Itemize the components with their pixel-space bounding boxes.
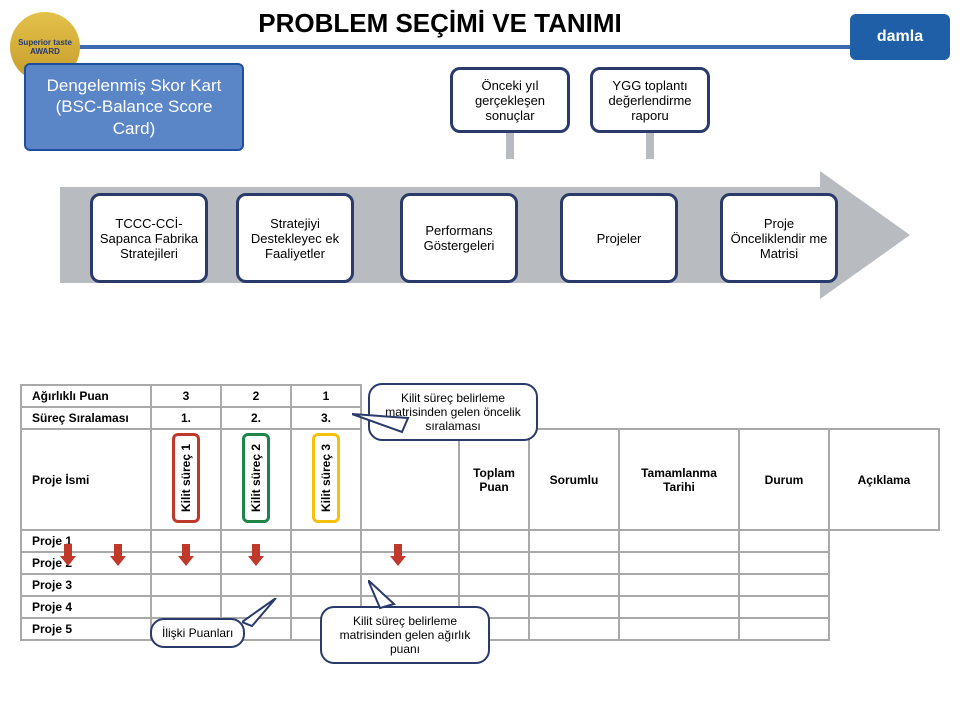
bsc-card: Dengelenmiş Skor Kart (BSC-Balance Score… [24, 63, 244, 151]
row-inputs: Dengelenmiş Skor Kart (BSC-Balance Score… [0, 63, 960, 153]
callout-relation-scores: İlişki Puanları [150, 618, 245, 648]
brand-logo: damla [850, 14, 950, 60]
order-cell: 1. [151, 407, 221, 429]
process-node-1: TCCC-CCİ-Sapanca Fabrika Stratejileri [90, 193, 208, 283]
weight-cell: 1 [291, 385, 361, 407]
proc-col-2: Kilit süreç 2 [242, 433, 270, 523]
process-node-5: Proje Önceliklendir me Matrisi [720, 193, 838, 283]
order-cell: 2. [221, 407, 291, 429]
project-cell: Proje 2 [21, 552, 151, 574]
red-arrow-icon [178, 544, 194, 566]
process-node-4: Projeler [560, 193, 678, 283]
connector [646, 133, 654, 159]
red-arrow-icon [390, 544, 406, 566]
callout-tail [242, 598, 282, 628]
col-owner: Sorumlu [529, 429, 619, 530]
row-process: TCCC-CCİ-Sapanca Fabrika Stratejileri St… [0, 159, 960, 319]
project-cell: Proje 4 [21, 596, 151, 618]
process-node-2: Stratejiyi Destekleyec ek Faaliyetler [236, 193, 354, 283]
input-node-ygg-report: YGG toplantı değerlendirme raporu [590, 67, 710, 133]
table-row: Proje 1 [21, 530, 939, 552]
project-name-header: Proje İsmi [21, 429, 151, 530]
col-due: Tamamlanma Tarihi [619, 429, 739, 530]
page-title: PROBLEM SEÇİMİ VE TANIMI [0, 8, 960, 39]
order-label: Süreç Sıralaması [21, 407, 151, 429]
weight-cell: 3 [151, 385, 221, 407]
callout-tail [352, 410, 412, 440]
project-cell: Proje 5 [21, 618, 151, 640]
callout-tail [368, 580, 398, 610]
proc-col-1: Kilit süreç 1 [172, 433, 200, 523]
red-arrow-icon [248, 544, 264, 566]
priority-matrix-table: Ağırlıklı Puan 3 2 1 Kilit süreç belirle… [20, 384, 940, 641]
project-cell: Proje 3 [21, 574, 151, 596]
weights-label: Ağırlıklı Puan [21, 385, 151, 407]
proc-col-3: Kilit süreç 3 [312, 433, 340, 523]
col-desc: Açıklama [829, 429, 939, 530]
col-status: Durum [739, 429, 829, 530]
red-arrow-icon [60, 544, 76, 566]
process-node-3: Performans Göstergeleri [400, 193, 518, 283]
red-arrow-icon [110, 544, 126, 566]
weight-cell: 2 [221, 385, 291, 407]
table-row: Proje İsmi Kilit süreç 1 Kilit süreç 2 K… [21, 429, 939, 530]
col-total: Toplam Puan [459, 429, 529, 530]
input-node-prev-year: Önceki yıl gerçekleşen sonuçlar [450, 67, 570, 133]
project-name-label: Proje İsmi [32, 473, 89, 487]
table-row: Ağırlıklı Puan 3 2 1 Kilit süreç belirle… [21, 385, 939, 407]
connector [506, 133, 514, 159]
title-underline [20, 45, 940, 49]
callout-weight-score: Kilit süreç belirleme matrisinden gelen … [320, 606, 490, 664]
order-cell: 3. [291, 407, 361, 429]
table-row: Proje 3 [21, 574, 939, 596]
table-row: Proje 2 [21, 552, 939, 574]
project-cell: Proje 1 [21, 530, 151, 552]
